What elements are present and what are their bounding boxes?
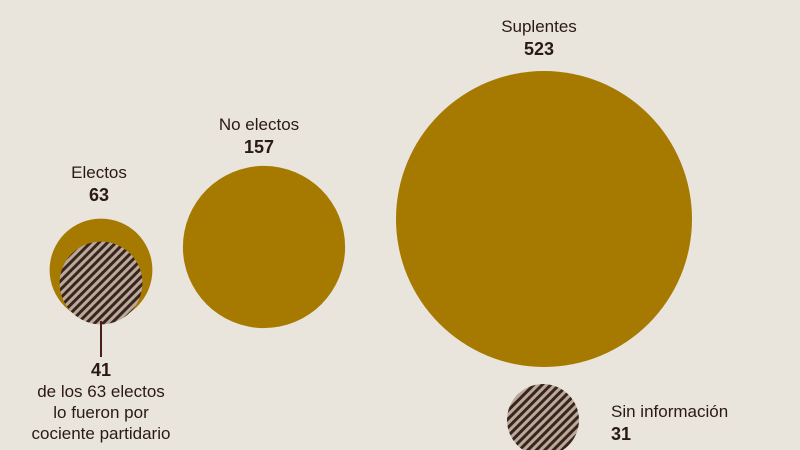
label-no-electos-name: No electos: [218, 115, 300, 134]
label-cociente-note: 41 de los 63 electos lo fueron por cocie…: [32, 360, 171, 444]
label-suplentes-name: Suplentes: [501, 17, 577, 36]
label-sin-informacion: Sin información 31: [611, 401, 728, 445]
label-cociente-value: 41: [90, 360, 112, 380]
bubble-cociente-partidario: [59, 241, 143, 325]
label-no-electos-value: 157: [243, 137, 275, 157]
label-cociente-line1: de los 63 electos: [37, 382, 165, 401]
label-suplentes-value: 523: [523, 39, 555, 59]
label-no-electos: No electos 157: [219, 114, 299, 158]
label-electos-value: 63: [88, 185, 110, 205]
label-electos-name: Electos: [71, 163, 127, 182]
bubble-sin-informacin: [507, 384, 579, 450]
label-cociente-line3: cociente partidario: [31, 424, 171, 443]
label-electos: Electos 63: [71, 162, 127, 206]
bubble-no-electos: [182, 165, 346, 329]
bubble-suplentes: [396, 71, 692, 367]
label-sin-informacion-name: Sin información: [611, 402, 729, 421]
label-cociente-line2: lo fueron por: [53, 403, 149, 422]
label-suplentes: Suplentes 523: [501, 16, 577, 60]
label-sin-informacion-value: 31: [611, 424, 632, 444]
